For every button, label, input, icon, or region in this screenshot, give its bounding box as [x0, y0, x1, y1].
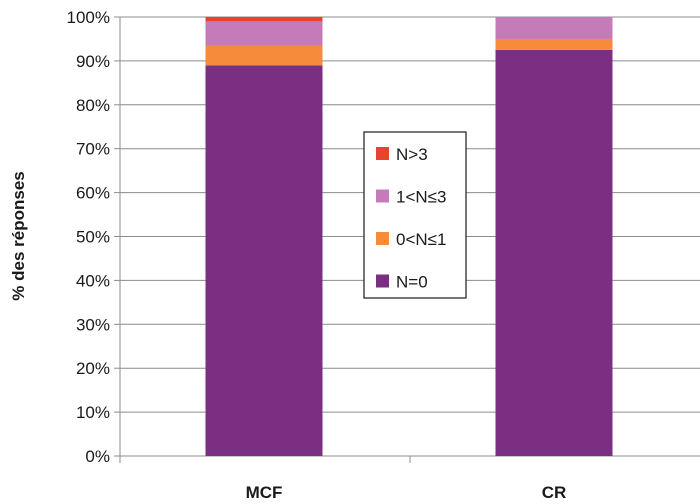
bar-segment-mcf — [205, 65, 323, 456]
bar-segment-cr — [495, 17, 613, 39]
bar-segment-mcf — [205, 17, 323, 22]
x-category-label: CR — [542, 483, 567, 502]
legend-label: N>3 — [396, 145, 428, 164]
y-tick-label: 60% — [76, 184, 110, 203]
y-tick-label: 40% — [76, 271, 110, 290]
legend-swatch — [376, 189, 389, 203]
bar-segment-cr — [495, 38, 613, 50]
legend-label: N=0 — [396, 273, 428, 292]
legend-swatch — [376, 232, 389, 245]
y-tick-label: 50% — [76, 228, 110, 247]
bars — [205, 17, 613, 457]
y-tick-label: 90% — [76, 52, 110, 71]
x-category-label: MCF — [246, 483, 283, 502]
legend-label: 0<N≤1 — [396, 230, 446, 249]
bar-segment-mcf — [205, 21, 323, 46]
bar-segment-mcf — [205, 45, 323, 66]
y-tick-label: 10% — [76, 403, 110, 422]
y-tick-label: 100% — [67, 8, 110, 27]
y-tick-label: 70% — [76, 140, 110, 159]
y-tick-label: 20% — [76, 359, 110, 378]
y-tick-label: 30% — [76, 315, 110, 334]
legend-label: 1<N≤3 — [396, 188, 446, 207]
y-axis-label: % des réponses — [9, 171, 28, 300]
legend-swatch — [376, 274, 389, 288]
legend: N>3 1<N≤3 0<N≤1 N=0 — [363, 131, 467, 299]
y-axis-ticks: 0% 10% 20% 30% 40% 50% 60% 70% 80% 90% 100% — [67, 8, 121, 466]
y-tick-label: 0% — [85, 447, 110, 466]
legend-swatch — [376, 147, 389, 160]
x-axis: MCF CR — [119, 456, 567, 502]
y-tick-label: 80% — [76, 96, 110, 115]
bar-segment-cr — [495, 49, 613, 457]
